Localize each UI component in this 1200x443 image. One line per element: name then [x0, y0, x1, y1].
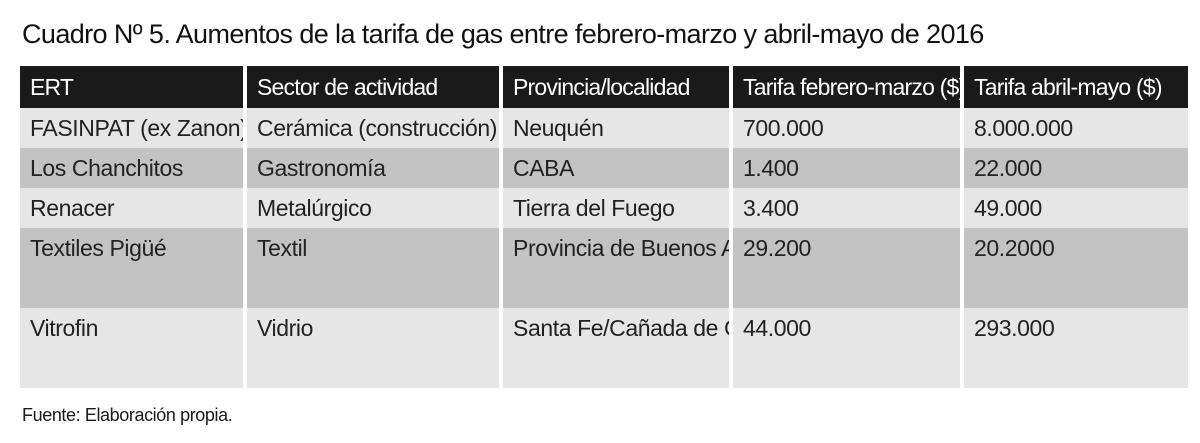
tariff-table: ERT Sector de actividad Provincia/locali…: [20, 66, 1188, 388]
column-header-tariff-apr-may: Tarifa abril-mayo ($): [964, 66, 1188, 108]
cell-tariff-feb-mar: 44.000: [733, 308, 964, 388]
cell-ert: Los Chanchitos: [20, 148, 247, 188]
cell-ert: Textiles Pigüé: [20, 228, 247, 308]
cell-tariff-feb-mar: 3.400: [733, 188, 964, 228]
table-row: Textiles Pigüé Textil Provincia de Bueno…: [20, 228, 1188, 308]
table-title: Cuadro Nº 5. Aumentos de la tarifa de ga…: [22, 19, 984, 49]
table-row: Los Chanchitos Gastronomía CABA 1.400 22…: [20, 148, 1188, 188]
cell-tariff-apr-may: 22.000: [964, 148, 1188, 188]
cell-tariff-apr-may: 20.2000: [964, 228, 1188, 308]
table-row: Renacer Metalúrgico Tierra del Fuego 3.4…: [20, 188, 1188, 228]
cell-province: Santa Fe/Cañada de Gómez: [503, 308, 733, 388]
cell-tariff-feb-mar: 700.000: [733, 108, 964, 148]
cell-sector: Vidrio: [247, 308, 503, 388]
cell-sector: Metalúrgico: [247, 188, 503, 228]
source-note: Fuente: Elaboración propia.: [22, 405, 233, 425]
cell-province: Tierra del Fuego: [503, 188, 733, 228]
cell-sector: Textil: [247, 228, 503, 308]
cell-ert: FASINPAT (ex Zanon): [20, 108, 247, 148]
table-header-row: ERT Sector de actividad Provincia/locali…: [20, 66, 1188, 108]
cell-tariff-apr-may: 49.000: [964, 188, 1188, 228]
cell-tariff-feb-mar: 1.400: [733, 148, 964, 188]
table-row: Vitrofin Vidrio Santa Fe/Cañada de Gómez…: [20, 308, 1188, 388]
cell-sector: Gastronomía: [247, 148, 503, 188]
cell-ert: Vitrofin: [20, 308, 247, 388]
cell-sector: Cerámica (construcción): [247, 108, 503, 148]
cell-province: Provincia de Buenos Aires/Saavedra: [503, 228, 733, 308]
cell-ert: Renacer: [20, 188, 247, 228]
column-header-province: Provincia/localidad: [503, 66, 733, 108]
cell-tariff-feb-mar: 29.200: [733, 228, 964, 308]
cell-tariff-apr-may: 293.000: [964, 308, 1188, 388]
column-header-ert: ERT: [20, 66, 247, 108]
column-header-sector: Sector de actividad: [247, 66, 503, 108]
column-header-tariff-feb-mar: Tarifa febrero-marzo ($): [733, 66, 964, 108]
cell-province: Neuquén: [503, 108, 733, 148]
table-row: FASINPAT (ex Zanon) Cerámica (construcci…: [20, 108, 1188, 148]
cell-province: CABA: [503, 148, 733, 188]
cell-tariff-apr-may: 8.000.000: [964, 108, 1188, 148]
